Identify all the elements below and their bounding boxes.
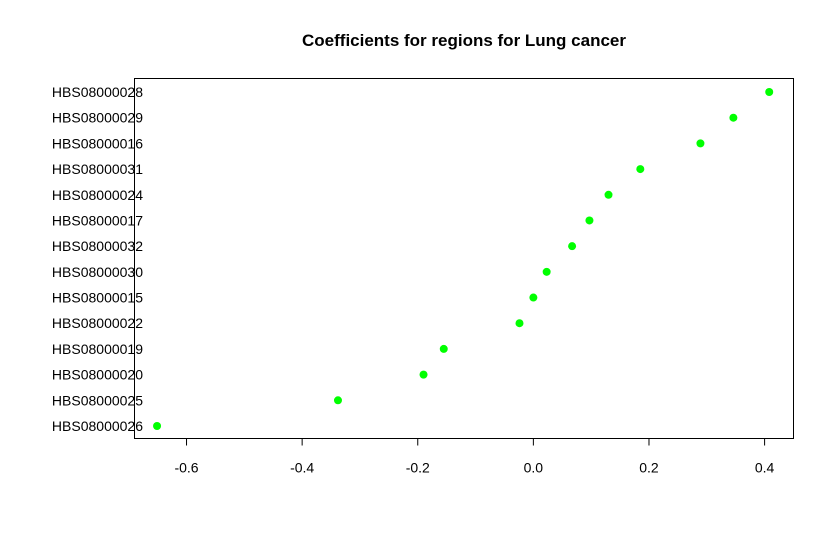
data-point xyxy=(696,139,705,148)
data-point xyxy=(439,344,448,353)
x-tick-label: -0.2 xyxy=(406,460,430,476)
x-tick-label: 0.2 xyxy=(639,460,659,476)
data-point xyxy=(542,267,551,276)
y-category-label: HBS08000028 xyxy=(52,84,143,100)
data-point xyxy=(604,190,613,199)
y-category-label: HBS08000022 xyxy=(52,315,143,331)
y-category-label: HBS08000032 xyxy=(52,238,143,254)
data-point xyxy=(419,370,428,379)
data-point xyxy=(515,319,524,328)
data-point xyxy=(568,242,577,251)
y-category-label: HBS08000017 xyxy=(52,212,143,228)
data-point xyxy=(153,422,162,430)
y-category-label: HBS08000020 xyxy=(52,367,143,383)
y-category-label: HBS08000025 xyxy=(52,392,143,408)
y-category-label: HBS08000024 xyxy=(52,187,143,203)
data-point xyxy=(585,216,594,225)
plot-frame xyxy=(134,78,794,439)
x-tick-label: 0.4 xyxy=(755,460,775,476)
data-point xyxy=(333,396,342,405)
y-category-label: HBS08000026 xyxy=(52,418,143,434)
x-tick-label: -0.6 xyxy=(174,460,198,476)
x-tick-label: -0.4 xyxy=(290,460,314,476)
data-point xyxy=(729,113,738,122)
y-category-label: HBS08000031 xyxy=(52,161,143,177)
data-point xyxy=(765,88,774,96)
y-category-label: HBS08000030 xyxy=(52,264,143,280)
y-category-label: HBS08000019 xyxy=(52,341,143,357)
y-category-label: HBS08000015 xyxy=(52,290,143,306)
y-category-label: HBS08000016 xyxy=(52,135,143,151)
data-point xyxy=(529,293,538,302)
x-tick-label: 0.0 xyxy=(524,460,544,476)
y-category-label: HBS08000029 xyxy=(52,110,143,126)
data-point xyxy=(636,165,645,174)
chart-title: Coefficients for regions for Lung cancer xyxy=(302,31,626,50)
